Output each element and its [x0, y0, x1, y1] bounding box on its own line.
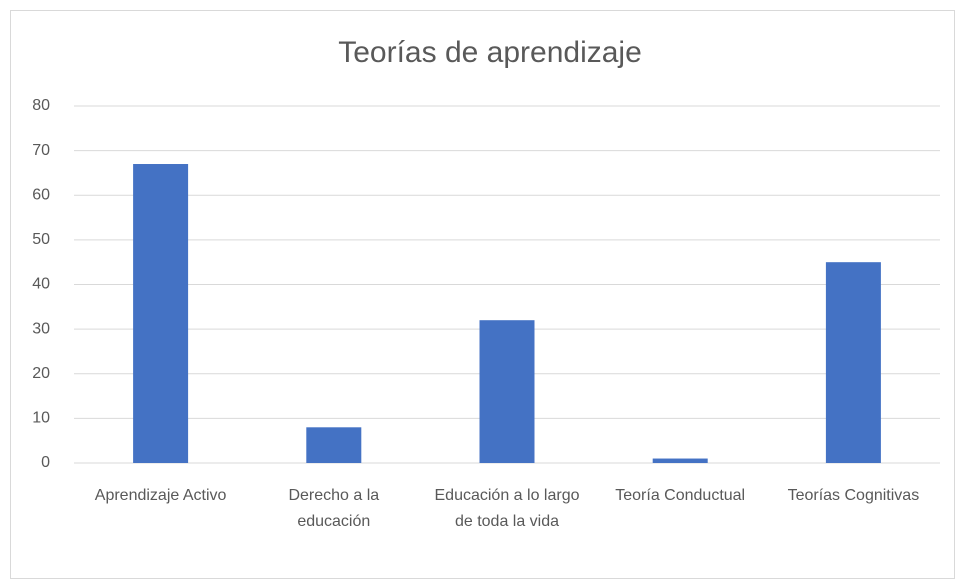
- chart-title: Teorías de aprendizaje: [338, 36, 642, 69]
- x-tick-label: Aprendizaje Activo: [94, 487, 227, 504]
- y-tick-label: 80: [32, 97, 50, 114]
- x-tick-label: Derecho a la educación: [288, 487, 380, 530]
- bar: [825, 262, 881, 463]
- bar: [652, 458, 708, 463]
- y-tick-label: 50: [32, 231, 50, 248]
- y-tick-label: 40: [32, 276, 50, 293]
- y-tick-label: 30: [32, 320, 50, 337]
- x-tick-label: Teorías Cognitivas: [787, 487, 920, 504]
- x-tick-label: Educación a lo largo de toda la vida: [434, 487, 580, 530]
- y-tick-label: 70: [32, 142, 50, 159]
- y-tick-label: 60: [32, 186, 50, 203]
- y-tick-label: 10: [32, 410, 50, 427]
- bar: [133, 164, 189, 463]
- y-tick-label: 20: [32, 365, 50, 382]
- bar: [479, 320, 535, 463]
- y-tick-label: 0: [41, 454, 50, 471]
- bar: [306, 427, 362, 463]
- x-tick-label: Teoría Conductual: [615, 487, 746, 504]
